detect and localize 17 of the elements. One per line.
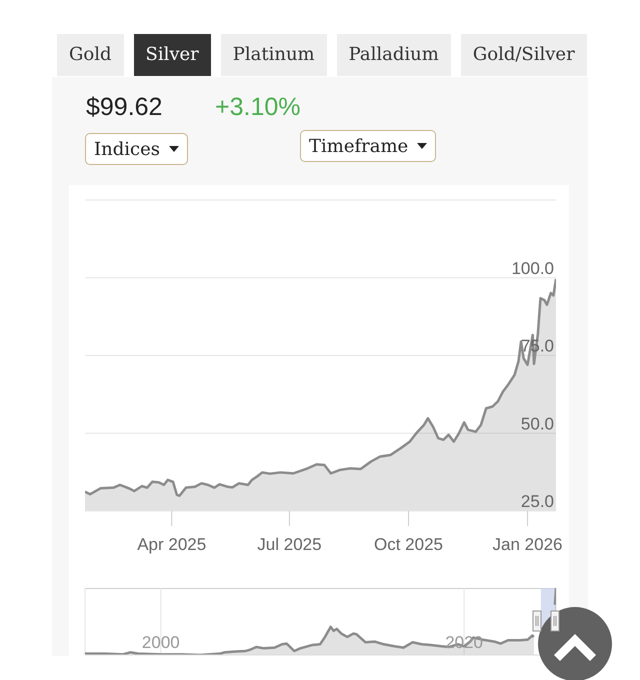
dropdown-button: Timeframe <box>300 130 436 162</box>
tab: Silver <box>134 34 211 76</box>
tab: Gold/Silver <box>460 34 587 76</box>
tab: Palladium <box>336 34 451 76</box>
tab: Gold <box>57 34 124 76</box>
text: +3.10% <box>215 93 300 121</box>
x-tick-label: Oct 2025 <box>374 535 443 554</box>
y-tick-label: 25.0 <box>520 492 554 510</box>
text: $99.62 <box>86 93 162 121</box>
tab: Platinum <box>220 34 327 76</box>
dropdown-button: Indices <box>85 133 188 165</box>
y-tick-label: 100.0 <box>511 258 554 278</box>
x-tick-label: 2000 <box>142 633 180 652</box>
x-tick-label: Apr 2025 <box>137 535 206 554</box>
x-tick-label: Jan 2026 <box>492 535 563 554</box>
x-tick-label: Jul 2025 <box>257 535 322 554</box>
y-tick-label: 50.0 <box>520 414 554 433</box>
